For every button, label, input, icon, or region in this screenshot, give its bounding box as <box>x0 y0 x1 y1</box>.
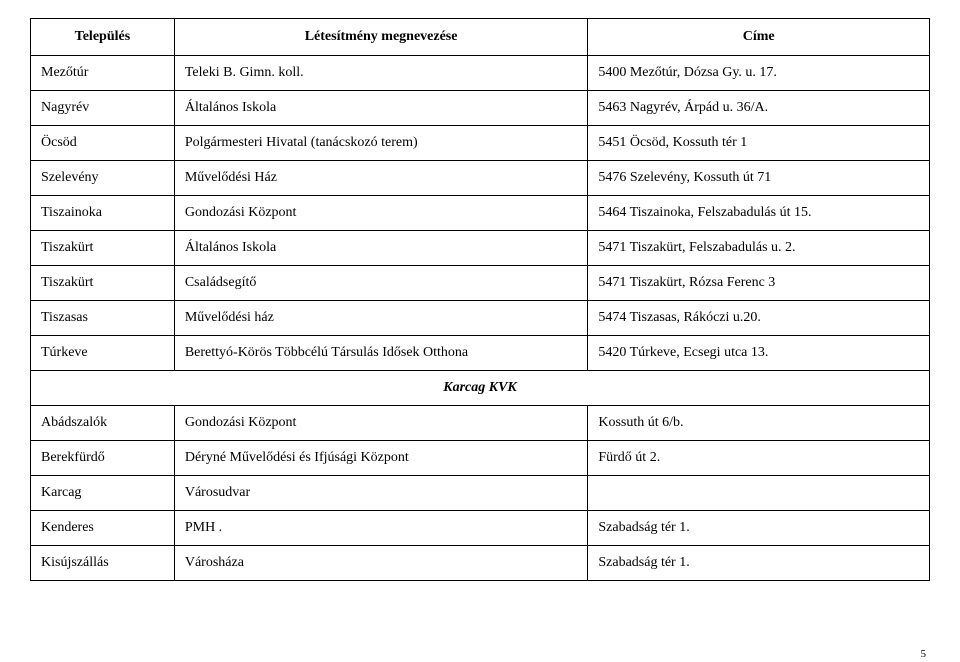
cell-facility: Berettyó-Körös Többcélú Társulás Idősek … <box>174 336 588 371</box>
cell-facility: Családsegítő <box>174 266 588 301</box>
facilities-table: Település Létesítmény megnevezése Címe M… <box>30 18 930 581</box>
cell-address: 5463 Nagyrév, Árpád u. 36/A. <box>588 91 930 126</box>
cell-address: 5476 Szelevény, Kossuth út 71 <box>588 161 930 196</box>
cell-facility: Városudvar <box>174 476 588 511</box>
cell-facility: Városháza <box>174 546 588 581</box>
cell-facility: PMH . <box>174 511 588 546</box>
cell-address: 5474 Tiszasas, Rákóczi u.20. <box>588 301 930 336</box>
cell-facility: Általános Iskola <box>174 91 588 126</box>
table-row: Abádszalók Gondozási Központ Kossuth út … <box>31 406 930 441</box>
table-row: Karcag Városudvar <box>31 476 930 511</box>
cell-settlement: Tiszasas <box>31 301 175 336</box>
cell-address: 5471 Tiszakürt, Felszabadulás u. 2. <box>588 231 930 266</box>
cell-address: Szabadság tér 1. <box>588 511 930 546</box>
cell-address: 5400 Mezőtúr, Dózsa Gy. u. 17. <box>588 56 930 91</box>
cell-settlement: Mezőtúr <box>31 56 175 91</box>
cell-settlement: Berekfürdő <box>31 441 175 476</box>
header-settlement: Település <box>31 19 175 56</box>
cell-settlement: Kenderes <box>31 511 175 546</box>
cell-facility: Teleki B. Gimn. koll. <box>174 56 588 91</box>
cell-address: Szabadság tér 1. <box>588 546 930 581</box>
cell-settlement: Abádszalók <box>31 406 175 441</box>
table-row: Berekfürdő Déryné Művelődési és Ifjúsági… <box>31 441 930 476</box>
cell-facility: Polgármesteri Hivatal (tanácskozó terem) <box>174 126 588 161</box>
cell-settlement: Túrkeve <box>31 336 175 371</box>
cell-facility: Művelődési Ház <box>174 161 588 196</box>
table-row: Kenderes PMH . Szabadság tér 1. <box>31 511 930 546</box>
cell-settlement: Öcsöd <box>31 126 175 161</box>
cell-address <box>588 476 930 511</box>
cell-address: Fürdő út 2. <box>588 441 930 476</box>
cell-facility: Gondozási Központ <box>174 196 588 231</box>
table-row: Öcsöd Polgármesteri Hivatal (tanácskozó … <box>31 126 930 161</box>
page-number: 5 <box>921 648 927 660</box>
cell-settlement: Szelevény <box>31 161 175 196</box>
table-row: Tiszasas Művelődési ház 5474 Tiszasas, R… <box>31 301 930 336</box>
table-row: Kisújszállás Városháza Szabadság tér 1. <box>31 546 930 581</box>
table-row: Nagyrév Általános Iskola 5463 Nagyrév, Á… <box>31 91 930 126</box>
cell-address: 5471 Tiszakürt, Rózsa Ferenc 3 <box>588 266 930 301</box>
table-row: Tiszakürt Családsegítő 5471 Tiszakürt, R… <box>31 266 930 301</box>
cell-settlement: Nagyrév <box>31 91 175 126</box>
cell-settlement: Karcag <box>31 476 175 511</box>
table-row: Túrkeve Berettyó-Körös Többcélú Társulás… <box>31 336 930 371</box>
table-row: Tiszainoka Gondozási Központ 5464 Tiszai… <box>31 196 930 231</box>
section-title: Karcag KVK <box>31 371 930 406</box>
cell-address: Kossuth út 6/b. <box>588 406 930 441</box>
header-address: Címe <box>588 19 930 56</box>
cell-settlement: Tiszakürt <box>31 231 175 266</box>
cell-address: 5464 Tiszainoka, Felszabadulás út 15. <box>588 196 930 231</box>
cell-settlement: Kisújszállás <box>31 546 175 581</box>
cell-address: 5451 Öcsöd, Kossuth tér 1 <box>588 126 930 161</box>
table-row: Tiszakürt Általános Iskola 5471 Tiszakür… <box>31 231 930 266</box>
table-header-row: Település Létesítmény megnevezése Címe <box>31 19 930 56</box>
cell-facility: Déryné Művelődési és Ifjúsági Központ <box>174 441 588 476</box>
table-row: Szelevény Művelődési Ház 5476 Szelevény,… <box>31 161 930 196</box>
table-row: Mezőtúr Teleki B. Gimn. koll. 5400 Mezőt… <box>31 56 930 91</box>
header-facility-name: Létesítmény megnevezése <box>174 19 588 56</box>
section-header-row: Karcag KVK <box>31 371 930 406</box>
cell-facility: Gondozási Központ <box>174 406 588 441</box>
cell-facility: Általános Iskola <box>174 231 588 266</box>
cell-address: 5420 Túrkeve, Ecsegi utca 13. <box>588 336 930 371</box>
cell-settlement: Tiszakürt <box>31 266 175 301</box>
cell-settlement: Tiszainoka <box>31 196 175 231</box>
cell-facility: Művelődési ház <box>174 301 588 336</box>
